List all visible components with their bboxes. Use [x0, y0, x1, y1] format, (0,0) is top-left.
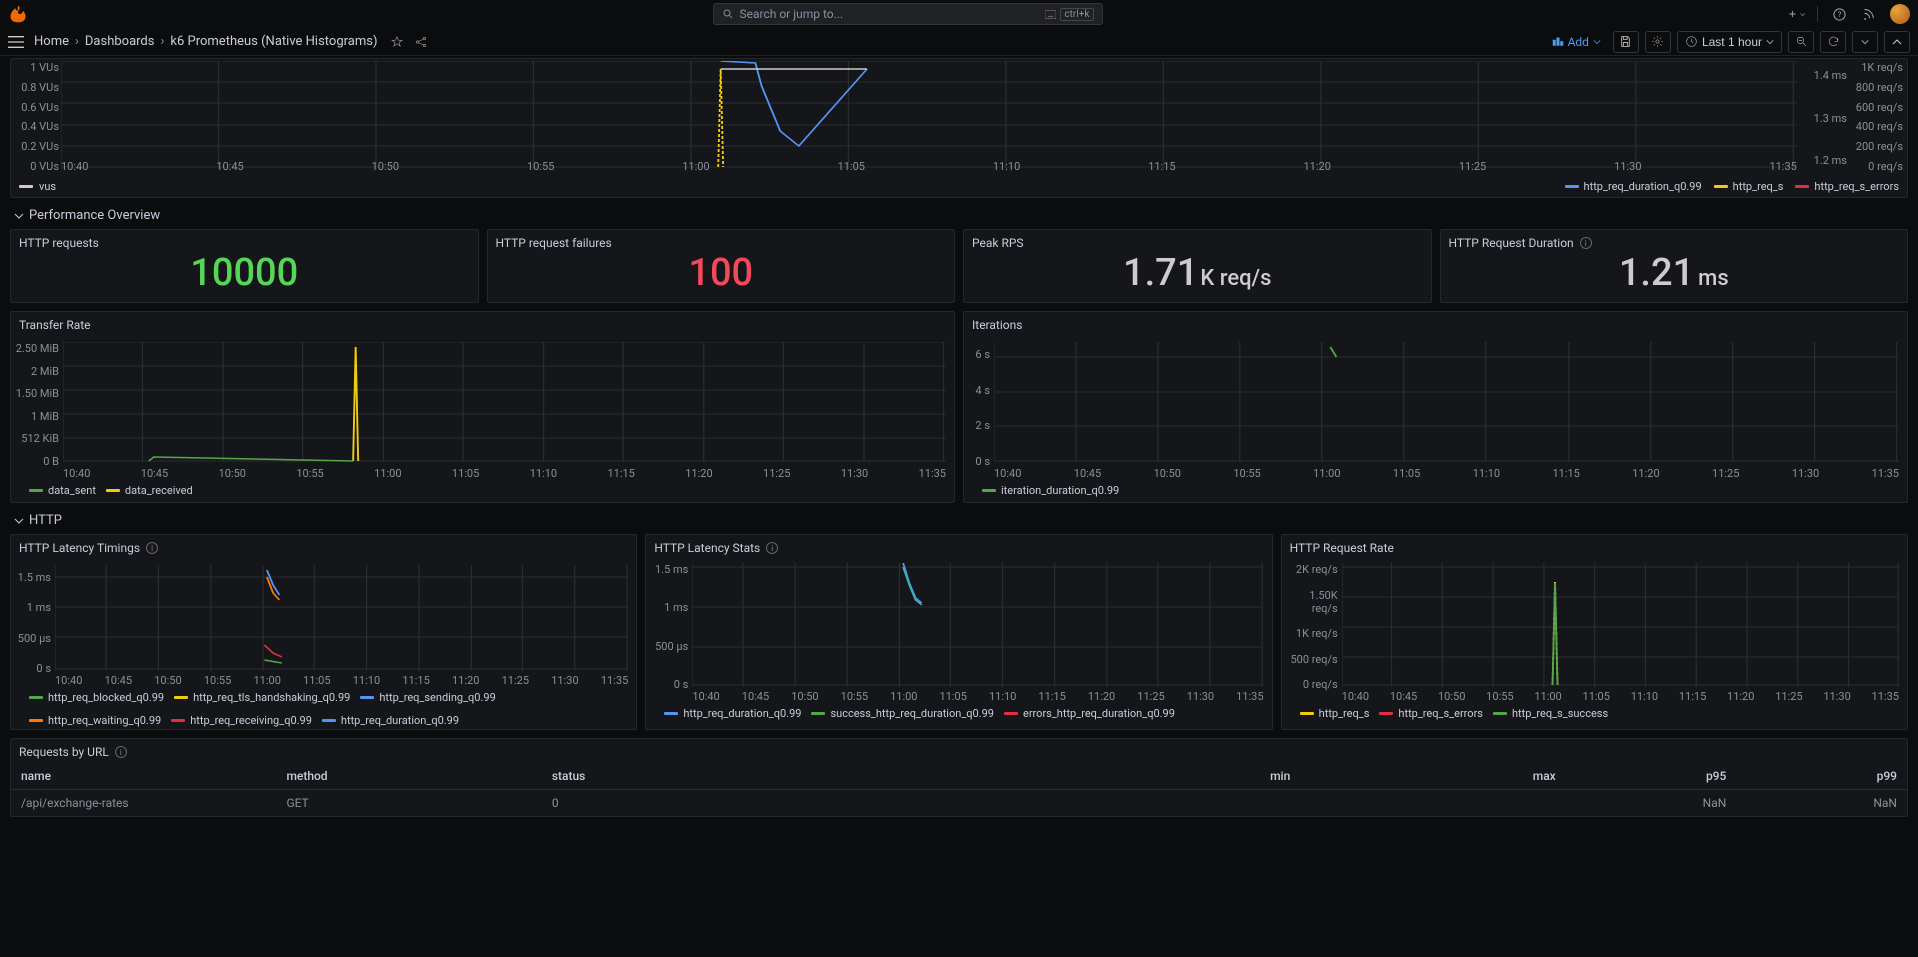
section-http[interactable]: HTTP	[10, 503, 1908, 534]
latency-stats-panel[interactable]: HTTP Latency Statsi 1.5 ms1 ms500 µs0 s …	[645, 534, 1272, 730]
info-icon[interactable]: i	[146, 542, 158, 554]
info-icon[interactable]: i	[766, 542, 778, 554]
latency-timings-chart	[55, 565, 628, 671]
add-panel-button[interactable]: Add	[1546, 35, 1607, 49]
latency-stats-chart	[692, 563, 1263, 687]
chevron-down-icon	[14, 516, 24, 526]
refresh-interval[interactable]	[1852, 31, 1878, 53]
request-rate-chart	[1342, 563, 1899, 687]
iterations-panel[interactable]: Iterations 6 s4 s2 s0 s 10:4010:4510:501…	[963, 311, 1908, 503]
help-icon[interactable]: ?	[1830, 5, 1848, 23]
search-icon	[722, 8, 734, 20]
refresh-button[interactable]	[1820, 31, 1846, 53]
transfer-rate-chart	[63, 342, 946, 462]
stat-http-requests[interactable]: HTTP requests 10000	[10, 229, 479, 303]
grafana-logo[interactable]	[8, 4, 28, 24]
breadcrumb-home[interactable]: Home	[34, 34, 69, 49]
news-icon[interactable]	[1860, 5, 1878, 23]
settings-button[interactable]	[1645, 31, 1671, 53]
svg-text:?: ?	[1837, 10, 1841, 19]
info-icon[interactable]: i	[115, 746, 127, 758]
breadcrumb: Home › Dashboards › k6 Prometheus (Nativ…	[34, 34, 378, 49]
vus-overview-panel[interactable]: 1 VUs 0.8 VUs 0.6 VUs 0.4 VUs 0.2 VUs 0 …	[10, 58, 1908, 198]
stat-http-duration[interactable]: HTTP Request Durationi 1.21 ms	[1440, 229, 1909, 303]
top-chart-xticks: 10:4010:4510:5010:5511:0011:0511:1011:15…	[61, 160, 1797, 173]
section-performance[interactable]: Performance Overview	[10, 198, 1908, 229]
stat-peak-rps[interactable]: Peak RPS 1.71 K req/s	[963, 229, 1432, 303]
breadcrumb-dashboards[interactable]: Dashboards	[85, 34, 155, 49]
request-rate-panel[interactable]: HTTP Request Rate 2K req/s1.50K req/s1K …	[1281, 534, 1908, 730]
breadcrumb-current[interactable]: k6 Prometheus (Native Histograms)	[170, 34, 377, 49]
transfer-rate-panel[interactable]: Transfer Rate 2.50 MiB2 MiB1.50 MiB1 MiB…	[10, 311, 955, 503]
zoom-out-button[interactable]	[1788, 31, 1814, 53]
chevron-down-icon	[14, 211, 24, 221]
requests-by-url-panel[interactable]: Requests by URLi name method status min …	[10, 738, 1908, 817]
latency-timings-panel[interactable]: HTTP Latency Timingsi 1.5 ms1 ms500 µs0 …	[10, 534, 637, 730]
add-icon[interactable]	[1787, 5, 1805, 23]
save-button[interactable]	[1613, 31, 1639, 53]
time-picker[interactable]: Last 1 hour	[1677, 31, 1782, 53]
table-row[interactable]: /api/exchange-rates GET 0 NaN NaN	[11, 790, 1907, 817]
iterations-chart	[994, 342, 1899, 462]
keyboard-icon	[1045, 10, 1056, 19]
menu-icon[interactable]	[8, 35, 24, 49]
info-icon[interactable]: i	[1580, 237, 1592, 249]
kiosk-button[interactable]	[1884, 31, 1910, 53]
top-chart	[61, 61, 1797, 169]
search-placeholder: Search or jump to...	[740, 7, 844, 21]
share-icon[interactable]	[412, 33, 430, 51]
star-icon[interactable]	[388, 33, 406, 51]
user-avatar[interactable]	[1890, 4, 1910, 24]
search-shortcut: ctrl+k	[1060, 8, 1093, 21]
requests-table: name method status min max p95 p99 /api/…	[11, 763, 1907, 816]
stat-http-failures[interactable]: HTTP request failures 100	[487, 229, 956, 303]
global-search[interactable]: Search or jump to... ctrl+k	[713, 3, 1103, 25]
